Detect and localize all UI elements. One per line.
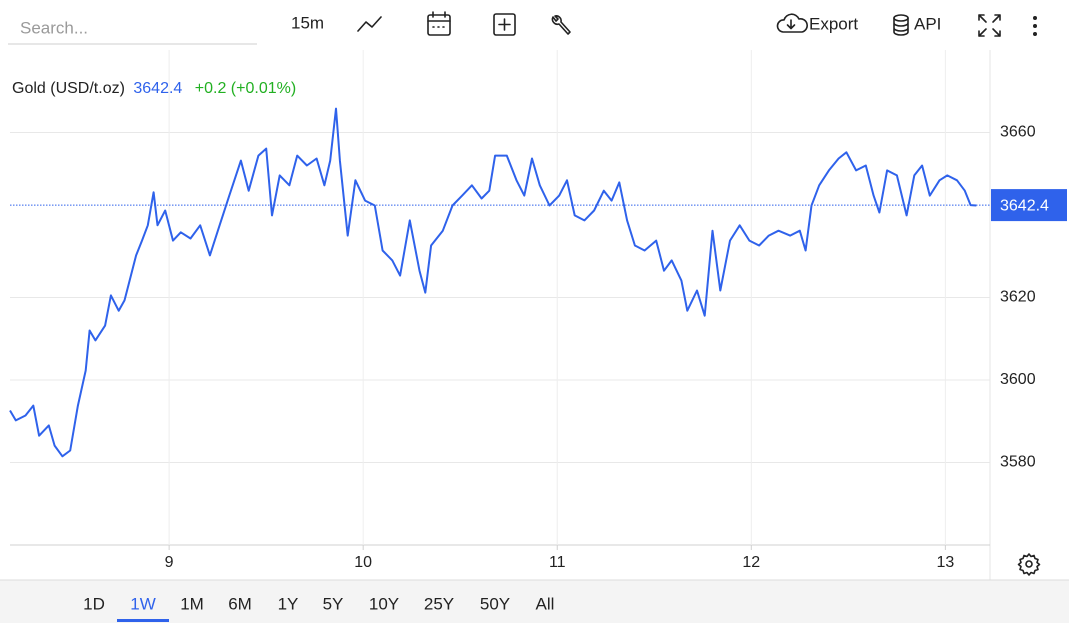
range-button[interactable]: All <box>536 594 555 613</box>
range-button[interactable]: 10Y <box>369 594 399 613</box>
range-button[interactable]: 1M <box>180 594 204 613</box>
x-tick-label: 10 <box>354 554 372 571</box>
y-tick-label: 3600 <box>1000 371 1036 388</box>
plot <box>9 107 990 458</box>
more-menu-icon[interactable] <box>1033 16 1037 36</box>
calendar-icon[interactable] <box>427 11 451 36</box>
range-button[interactable]: 25Y <box>424 594 454 613</box>
y-tick-label: 3620 <box>1000 289 1036 306</box>
price-change: +0.2 (+0.01%) <box>195 80 296 97</box>
y-tick-label: 3580 <box>1000 454 1036 471</box>
range-button[interactable]: 1Y <box>278 594 299 613</box>
selected-range-underline <box>117 619 169 622</box>
x-tick-label: 13 <box>936 554 954 571</box>
last-price-tag <box>991 189 1067 222</box>
series-name: Gold (USD/t.oz) <box>12 80 125 97</box>
export-button[interactable]: Export <box>776 13 858 33</box>
range-button[interactable]: 6M <box>228 594 252 613</box>
add-indicator-icon[interactable] <box>493 13 516 36</box>
chart-settings-gear[interactable] <box>1017 553 1041 576</box>
x-tick-label: 9 <box>165 554 174 571</box>
y-tick-label: 3660 <box>1000 124 1036 141</box>
settings-wrench-icon[interactable] <box>551 15 571 35</box>
api-label[interactable]: API <box>914 14 941 33</box>
chart-type-icon[interactable] <box>357 16 382 32</box>
interval-button[interactable]: 15m <box>291 13 324 32</box>
toolbar: Search... 15m Export API <box>8 8 1037 45</box>
range-button[interactable]: 50Y <box>480 594 510 613</box>
legend-header: Gold (USD/t.oz) 3642.4 +0.2 (+0.01%) <box>12 80 296 97</box>
search-placeholder[interactable]: Search... <box>20 18 88 37</box>
range-button[interactable]: 1W <box>130 594 156 613</box>
range-bar <box>0 580 1069 623</box>
api-button[interactable]: API <box>893 14 941 36</box>
grid <box>10 50 990 545</box>
range-button[interactable]: 5Y <box>323 594 344 613</box>
last-price-label: 3642.4 <box>1000 197 1049 214</box>
range-button[interactable]: 1D <box>83 594 105 613</box>
last-price: 3642.4 <box>133 80 182 97</box>
range-buttons: 1D 1W 1M 6M 1Y 5Y 10Y 25Y 50Y All <box>83 594 554 622</box>
fullscreen-icon[interactable] <box>978 14 1001 37</box>
search-box[interactable] <box>8 8 257 44</box>
x-tick-label: 12 <box>742 554 760 571</box>
x-tick-label: 11 <box>549 554 566 571</box>
price-line <box>9 107 977 458</box>
export-label[interactable]: Export <box>809 14 858 33</box>
